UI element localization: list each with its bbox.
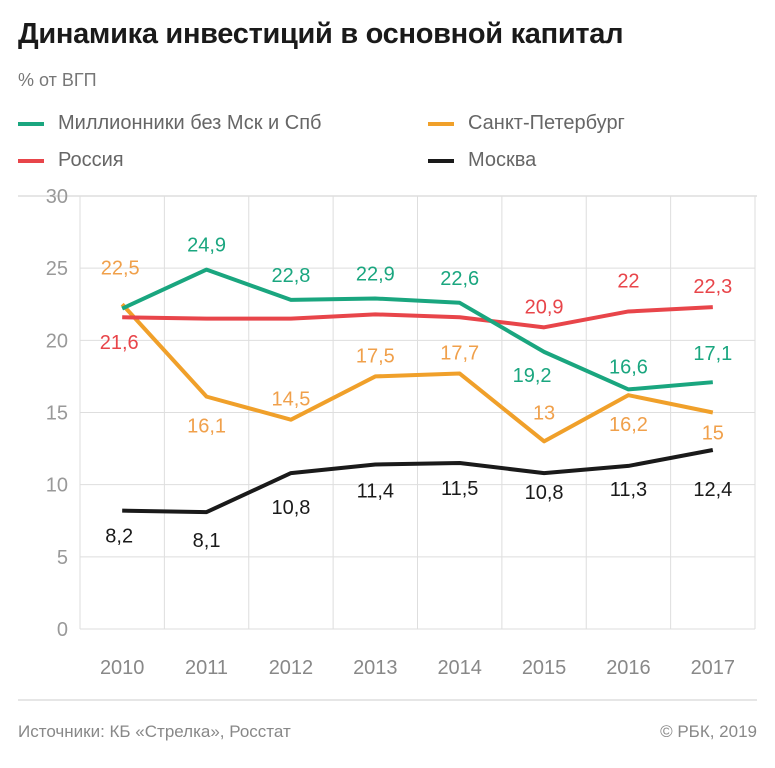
x-tick-label: 2015 <box>522 657 567 679</box>
x-tick-label: 2012 <box>269 657 314 679</box>
data-label: 16,2 <box>609 414 648 436</box>
y-tick-label: 30 <box>46 186 68 208</box>
data-label: 8,2 <box>105 526 133 548</box>
y-tick-label: 10 <box>46 475 68 497</box>
data-label: 16,1 <box>187 416 226 438</box>
data-label: 21,6 <box>100 332 139 354</box>
legend-label: Москва <box>468 149 537 171</box>
chart-title: Динамика инвестиций в основной капитал <box>18 18 624 50</box>
legend-item-spb: Санкт-Петербург <box>428 112 625 135</box>
data-label: 16,6 <box>609 356 648 378</box>
legend-item-russia: Россия <box>18 149 124 172</box>
data-label: 22,3 <box>693 276 732 298</box>
data-label: 17,1 <box>693 343 732 365</box>
y-tick-label: 0 <box>57 619 68 641</box>
data-label: 8,1 <box>193 530 221 552</box>
data-label: 17,7 <box>440 343 479 365</box>
data-label: 22 <box>617 270 639 292</box>
data-label: 22,5 <box>101 257 140 279</box>
data-label: 11,5 <box>441 478 478 500</box>
series-line-millionniki <box>121 267 713 392</box>
legend-swatch <box>428 158 454 163</box>
x-tick-label: 2013 <box>353 657 398 679</box>
chart-subtitle: % от ВГП <box>18 70 97 90</box>
data-label: 11,3 <box>610 479 647 501</box>
source-note: Источники: КБ «Стрелка», Росстат <box>18 722 291 741</box>
data-label: 17,5 <box>356 345 395 367</box>
legend-item-moscow: Москва <box>428 149 536 172</box>
x-tick-label: 2010 <box>100 657 145 679</box>
legend-label: Россия <box>58 149 124 171</box>
data-label: 22,6 <box>440 268 479 290</box>
legend-label: Санкт-Петербург <box>468 112 625 134</box>
data-label: 14,5 <box>271 389 310 411</box>
y-tick-label: 15 <box>46 403 68 425</box>
x-tick-label: 2016 <box>606 657 651 679</box>
y-tick-label: 25 <box>46 258 68 280</box>
data-label: 24,9 <box>187 235 226 257</box>
x-tick-label: 2014 <box>437 657 482 679</box>
data-label: 20,9 <box>525 296 564 318</box>
series-line-moscow <box>122 448 714 515</box>
legend-swatch <box>18 158 44 163</box>
y-tick-label: 20 <box>46 330 68 352</box>
data-label: 19,2 <box>513 365 552 387</box>
y-tick-label: 5 <box>57 547 68 569</box>
data-label: 15 <box>702 423 724 445</box>
copyright: © РБК, 2019 <box>660 722 757 741</box>
legend-label: Миллионники без Мск и Спб <box>58 112 322 134</box>
data-label: 11,4 <box>357 480 394 502</box>
x-tick-label: 2017 <box>691 657 736 679</box>
data-label: 10,8 <box>271 497 310 519</box>
x-tick-label: 2011 <box>185 657 228 679</box>
data-label: 13 <box>533 402 555 424</box>
data-label: 22,8 <box>271 265 310 287</box>
data-label: 12,4 <box>693 479 732 501</box>
legend-swatch <box>18 121 44 126</box>
data-label: 22,9 <box>356 263 395 285</box>
data-label: 10,8 <box>525 482 564 504</box>
series-line-russia <box>122 305 713 330</box>
legend-swatch <box>428 121 454 126</box>
series-line-spb <box>120 302 714 444</box>
legend-item-millionniki: Миллионники без Мск и Спб <box>18 112 322 135</box>
